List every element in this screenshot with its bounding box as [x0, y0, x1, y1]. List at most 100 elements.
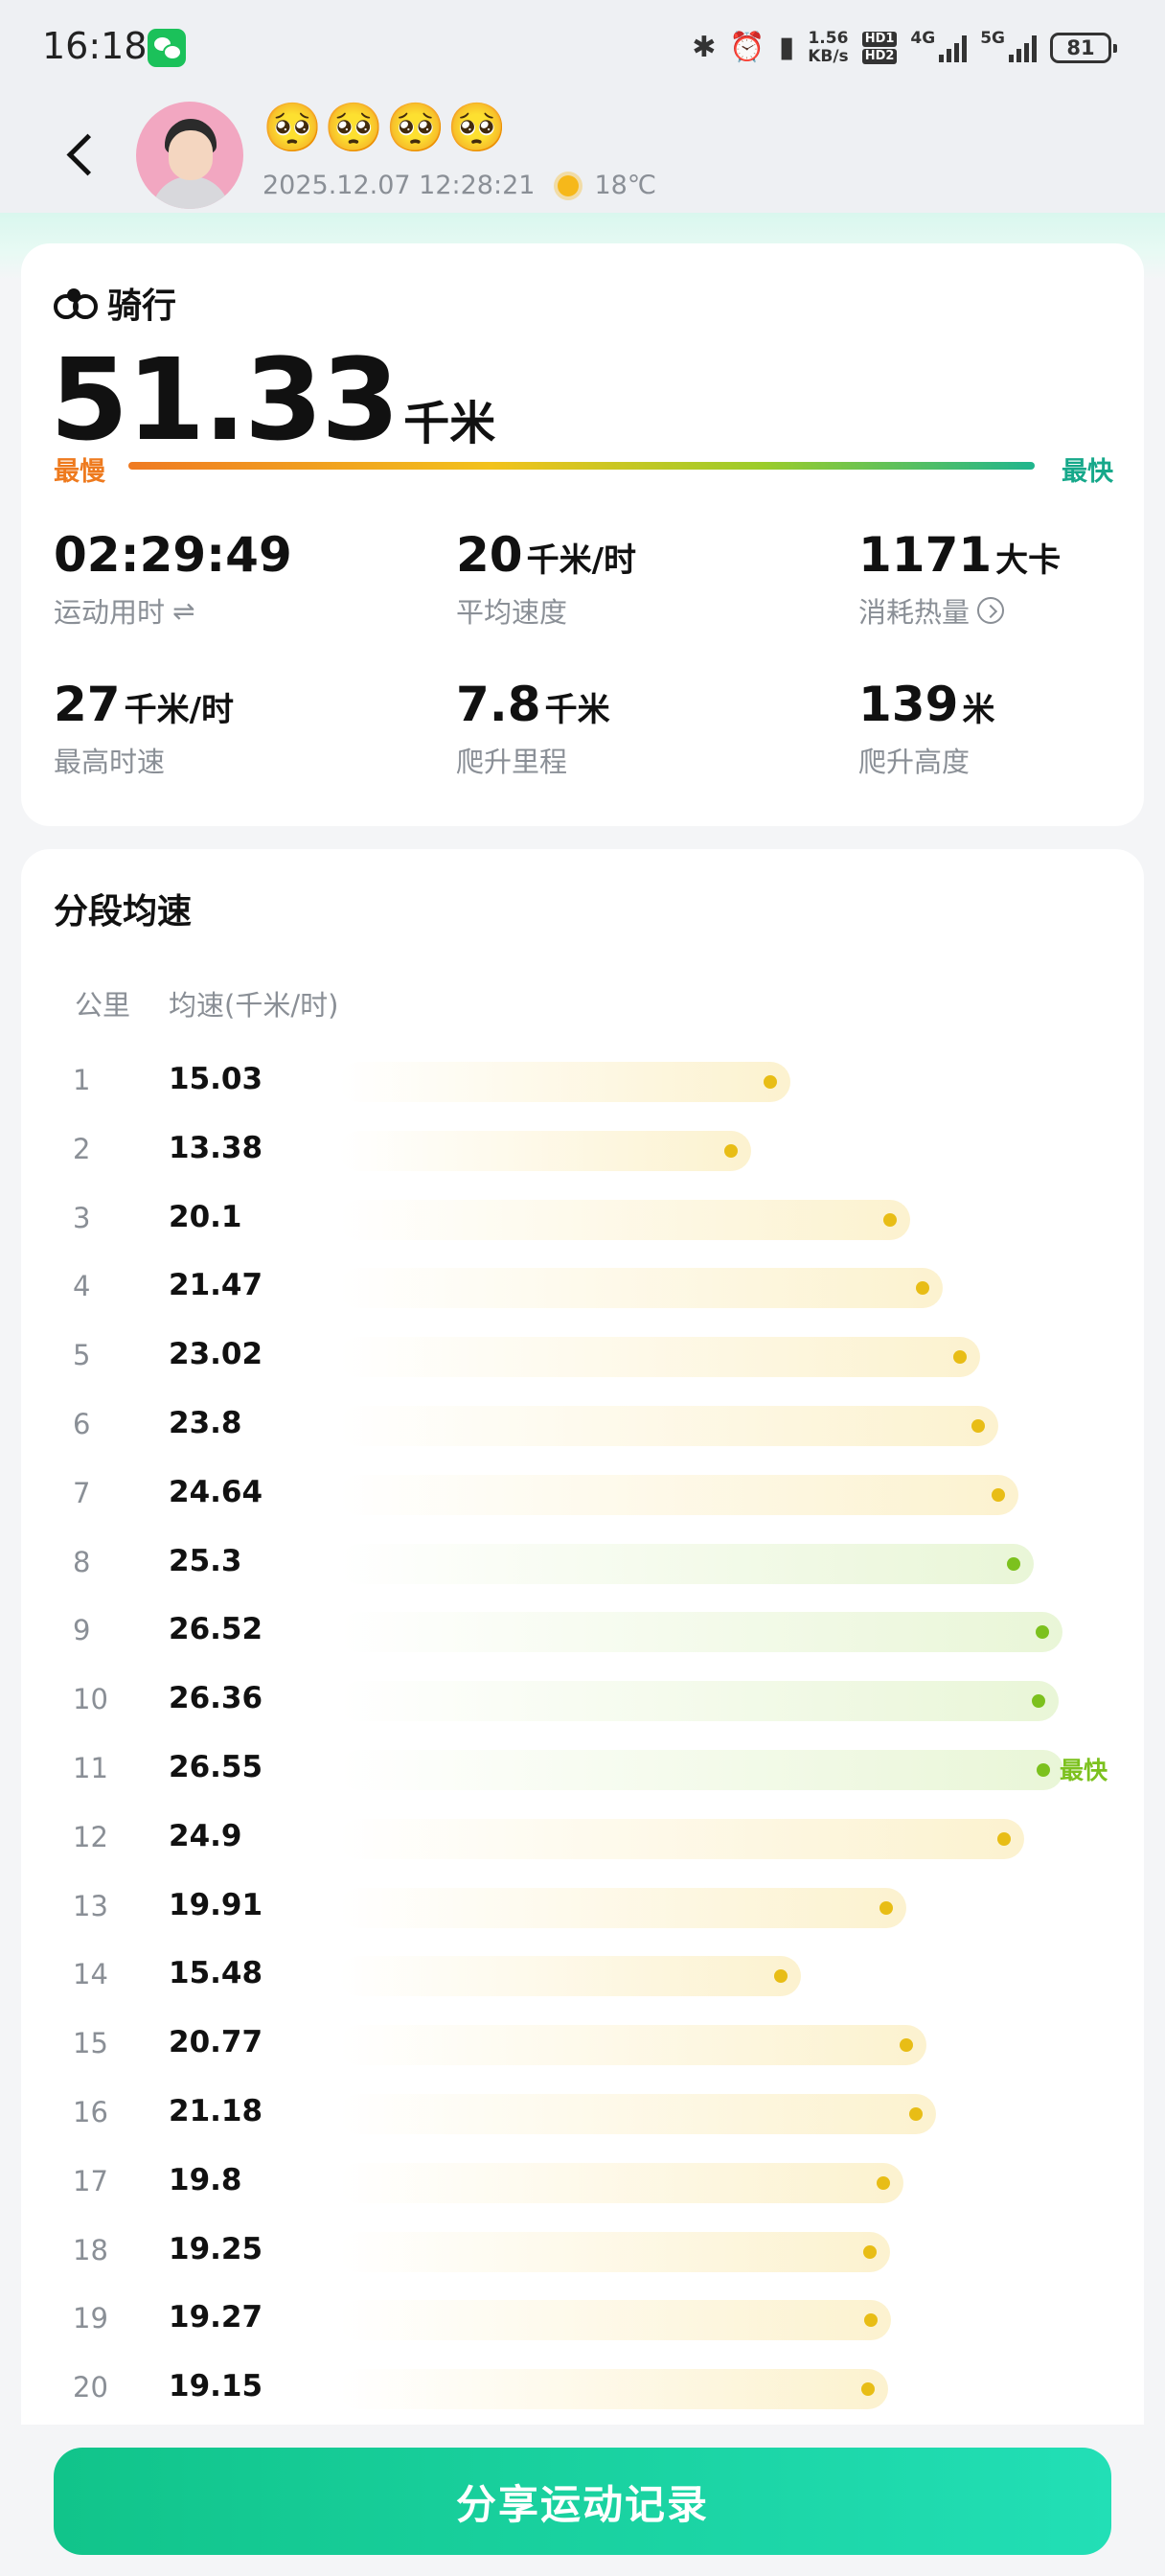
stat-climb-distance: 7.8 千米 爬升里程 [456, 677, 820, 780]
stat-unit: 千米/时 [124, 691, 235, 729]
split-speed-dot [879, 1900, 893, 1915]
split-speed-bar [339, 1956, 801, 1997]
split-km: 1 [73, 1064, 91, 1096]
split-row: 7 24.64 [21, 1461, 1144, 1530]
split-speed-dot [1007, 1556, 1021, 1571]
split-speed-bar [339, 2025, 926, 2066]
split-speed-dot [1032, 1694, 1046, 1709]
workout-datetime: 2025.12.07 12:28:21 [263, 171, 536, 200]
split-speed-bar [339, 1818, 1025, 1859]
share-workout-button[interactable]: 分享运动记录 [54, 2448, 1111, 2555]
hd1-badge: HD1 [861, 32, 898, 47]
split-speed-bar [339, 2300, 891, 2341]
split-km: 10 [73, 1683, 108, 1716]
battery-icon: 81 [1050, 33, 1117, 63]
split-km: 9 [73, 1614, 91, 1647]
stat-value: 7.8 [456, 677, 541, 732]
stat-value: 1171 [858, 527, 993, 583]
split-row: 3 20.1 [21, 1186, 1144, 1255]
split-speed: 19.25 [169, 2231, 263, 2266]
split-speed: 24.64 [169, 1474, 263, 1509]
split-speed-dot [909, 2106, 924, 2121]
split-speed-bar [339, 2369, 888, 2410]
sport-type: 骑行 [54, 278, 176, 328]
stat-value: 20 [456, 527, 523, 583]
split-speed-bar [339, 1199, 911, 1240]
split-speed: 19.27 [169, 2300, 263, 2335]
split-speed: 26.55 [169, 1749, 263, 1784]
split-row: 15 20.77 [21, 2012, 1144, 2081]
split-speed-dot [860, 2382, 875, 2397]
split-speed: 25.3 [169, 1543, 242, 1578]
split-km: 5 [73, 1339, 91, 1372]
network-5g-label: 5G [980, 29, 1005, 48]
split-speed-dot [916, 1281, 930, 1296]
split-row: 16 21.18 [21, 2081, 1144, 2150]
split-speed-dot [724, 1143, 738, 1158]
split-speed-bar [339, 1405, 998, 1446]
network-speed-value: 1.56 [808, 29, 849, 48]
vibrate-icon: ▮ [778, 31, 795, 64]
split-speed-card: 分段均速 公里 均速(千米/时) 1 15.03 2 13.38 3 20.1 4 21.47… [21, 849, 1144, 2576]
split-speed-bar [339, 1130, 751, 1171]
distance-unit: 千米 [403, 397, 496, 450]
signal-5g-icon [1009, 34, 1037, 62]
split-km: 13 [73, 1889, 108, 1922]
swap-icon[interactable]: ⇌ [172, 594, 195, 627]
stat-climb-height: 139 米 爬升高度 [858, 677, 1165, 780]
stat-duration[interactable]: 02:29:49 运动用时 ⇌ [54, 527, 418, 631]
split-speed: 15.03 [169, 1062, 263, 1096]
split-row: 2 13.38 [21, 1117, 1144, 1186]
split-speed: 26.52 [169, 1612, 263, 1647]
stat-avg-speed: 20 千米/时 平均速度 [456, 527, 820, 631]
status-bar: 16:18 ✱ ⏰ ▮ 1.56 KB/s HD1 HD2 4G 5G 81 [0, 0, 1165, 96]
bluetooth-icon: ✱ [692, 31, 717, 64]
split-row: 5 23.02 [21, 1323, 1144, 1392]
split-speed-dot [899, 2038, 913, 2053]
bike-icon [54, 287, 98, 319]
stat-unit: 米 [962, 691, 995, 729]
split-speed-dot [997, 1831, 1012, 1846]
stat-label: 爬升高度 [858, 746, 971, 778]
split-speed-dot [863, 2313, 878, 2328]
split-speed: 26.36 [169, 1681, 263, 1716]
sun-icon [558, 174, 580, 196]
stat-label: 平均速度 [456, 596, 568, 629]
split-row: 13 19.91 [21, 1874, 1144, 1944]
stat-label: 消耗热量 [858, 596, 971, 629]
split-row: 14 15.48 [21, 1943, 1144, 2012]
split-km: 8 [73, 1545, 91, 1578]
back-icon[interactable] [54, 125, 111, 182]
split-speed: 20.1 [169, 1199, 242, 1234]
split-km: 19 [73, 2302, 108, 2335]
split-row: 18 19.25 [21, 2219, 1144, 2288]
split-km: 7 [73, 1476, 91, 1509]
split-row: 17 19.8 [21, 2150, 1144, 2219]
split-speed-bar [339, 1887, 906, 1928]
stat-value: 139 [858, 677, 959, 732]
hd2-badge: HD2 [861, 49, 898, 64]
stat-calories[interactable]: 1171 大卡 消耗热量 [858, 527, 1165, 631]
split-speed-bar [339, 1749, 1063, 1790]
split-row: 9 26.52 [21, 1598, 1144, 1668]
split-speed-bar [339, 1681, 1060, 1722]
chevron-right-circle-icon[interactable] [977, 597, 1005, 624]
split-speed-bar [339, 1062, 790, 1102]
split-km: 3 [73, 1201, 91, 1234]
split-km: 15 [73, 2027, 108, 2060]
avatar[interactable] [136, 102, 243, 209]
username: 🥺🥺🥺🥺 [263, 100, 510, 155]
split-speed-dot [1037, 1762, 1050, 1777]
split-speed: 21.47 [169, 1268, 263, 1303]
split-speed: 13.38 [169, 1130, 263, 1165]
split-speed-bar [339, 2093, 937, 2134]
stat-value: 02:29:49 [54, 527, 292, 583]
signal-4g-icon [939, 34, 968, 62]
split-speed-dot [863, 2244, 878, 2259]
split-speed: 19.15 [169, 2369, 263, 2404]
split-row: 12 24.9 [21, 1806, 1144, 1874]
speed-range-bar [128, 462, 1035, 470]
split-speed: 23.02 [169, 1337, 263, 1372]
split-speed-bar [339, 1337, 980, 1378]
